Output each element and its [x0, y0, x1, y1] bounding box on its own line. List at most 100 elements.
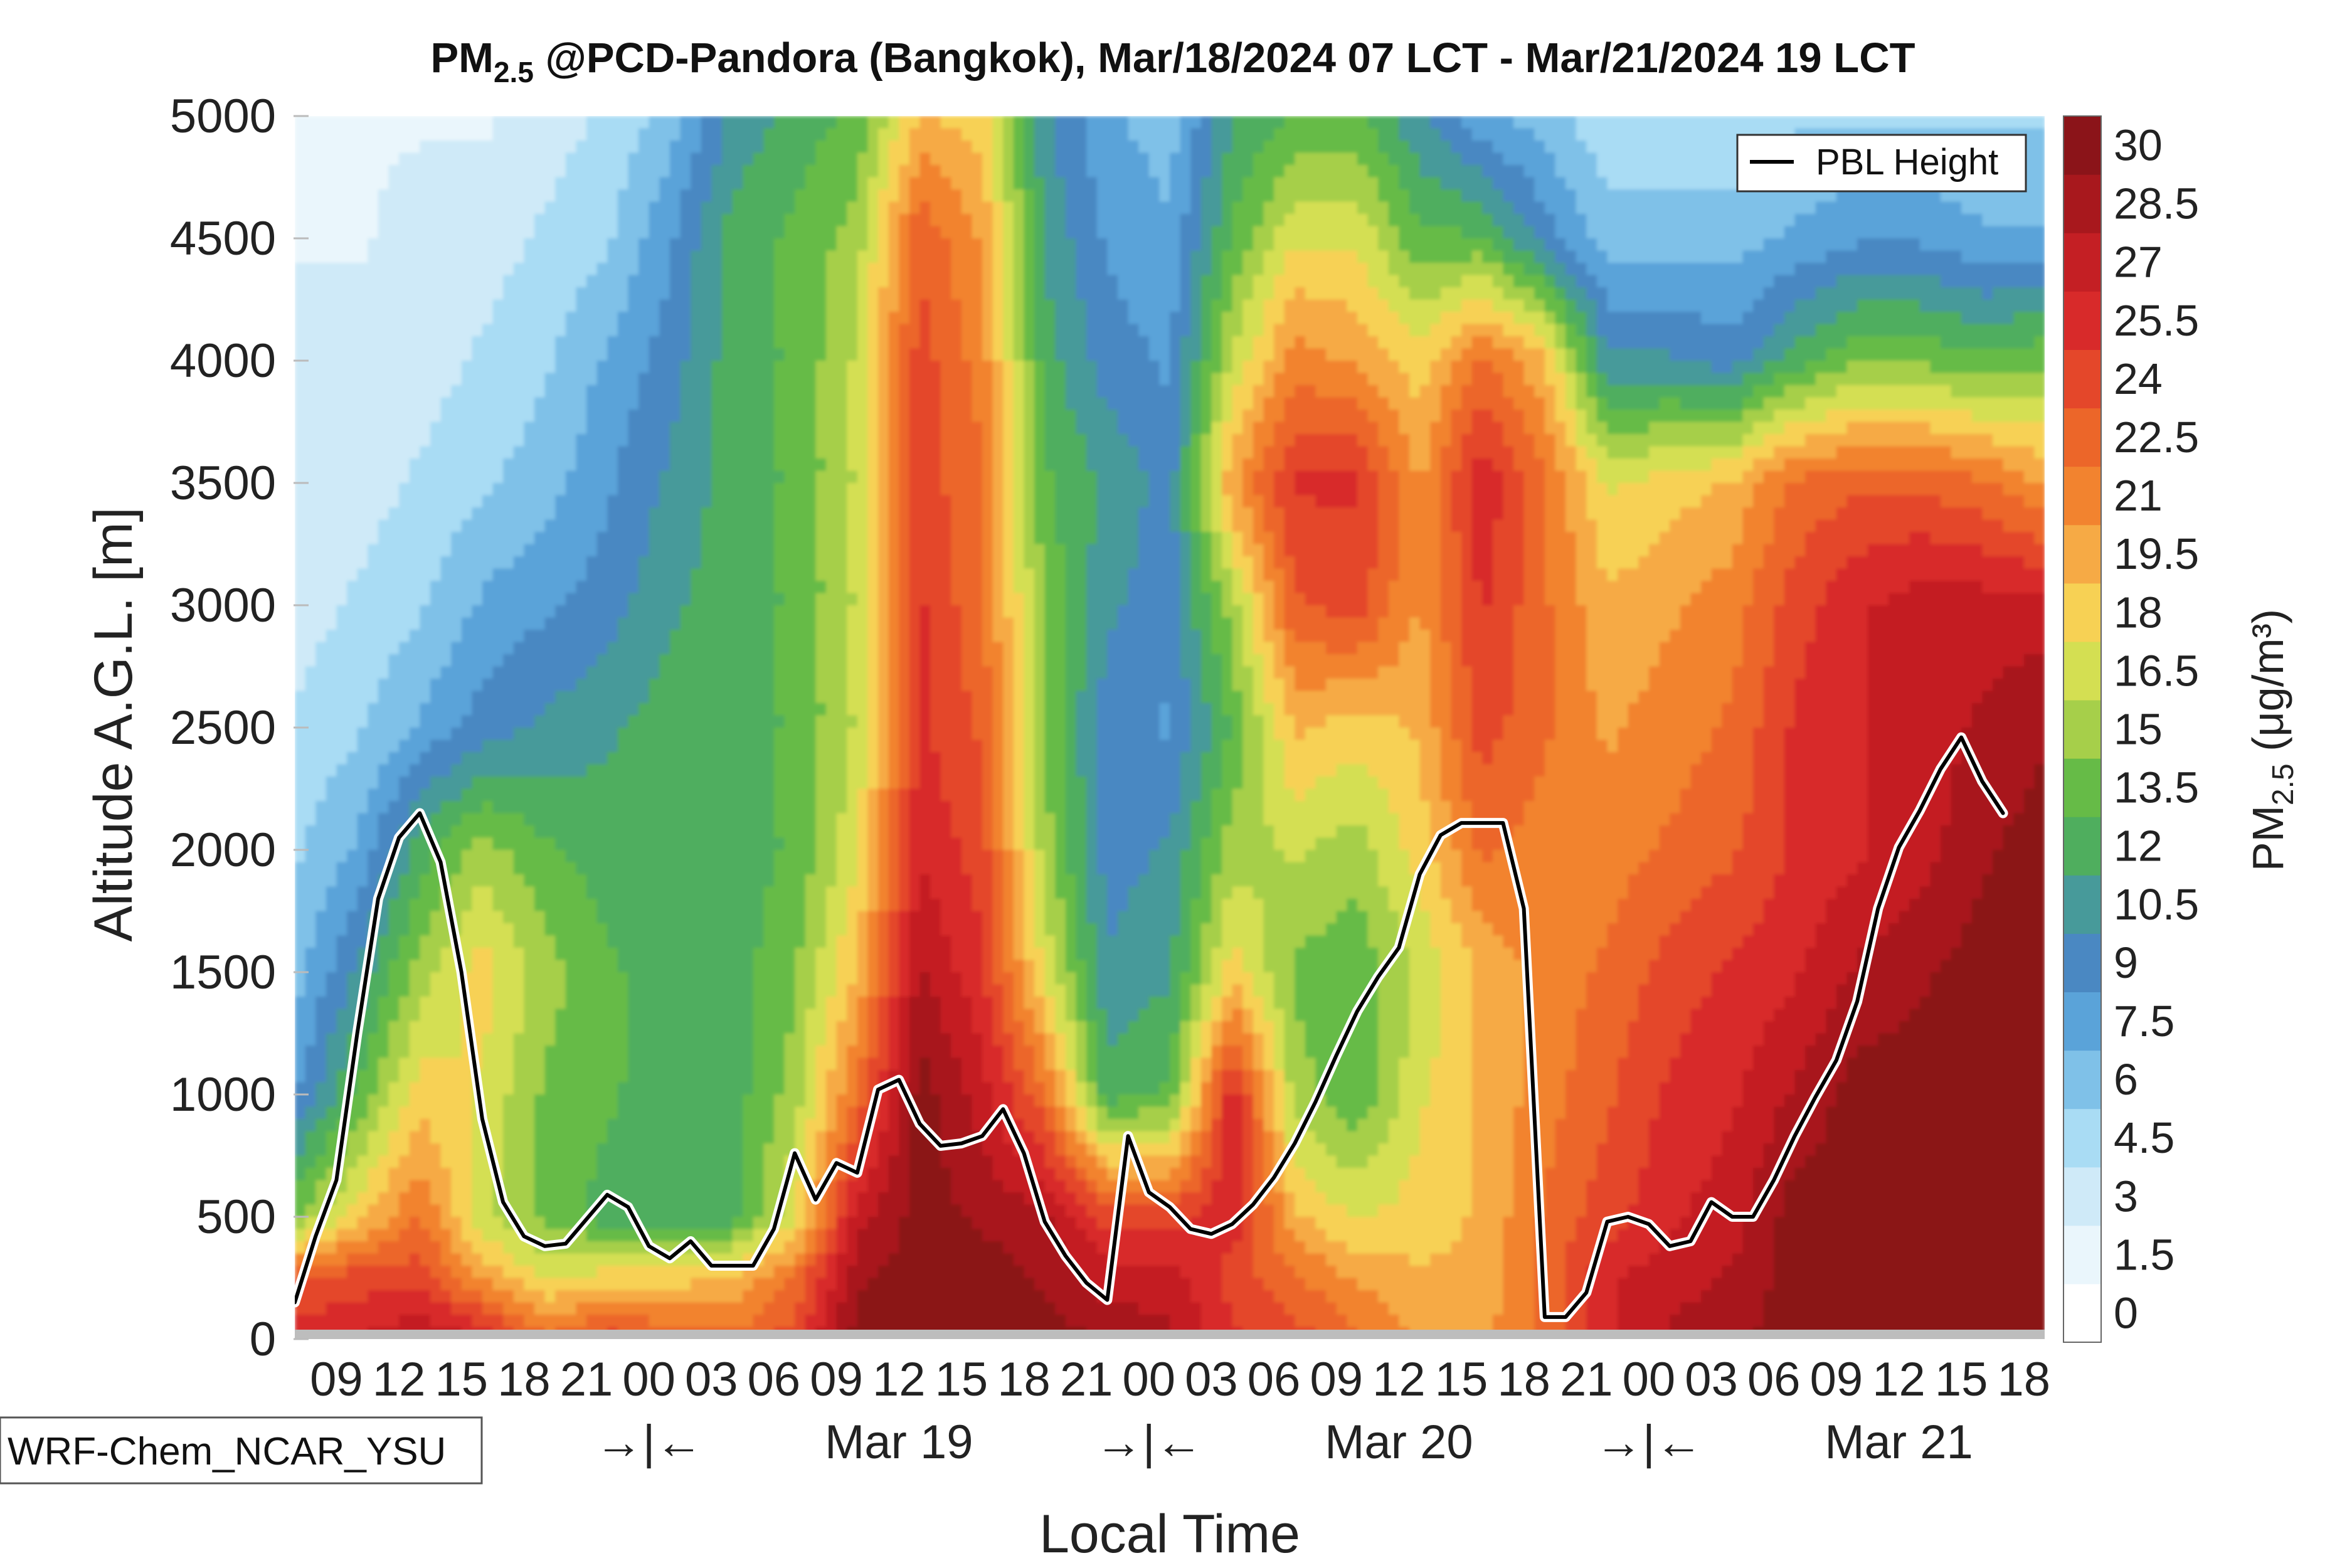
heatmap-cell — [347, 140, 358, 154]
heatmap-cell — [1055, 470, 1066, 484]
heatmap-cell — [1482, 140, 1493, 154]
heatmap-cell — [596, 434, 608, 447]
heatmap-cell — [1909, 116, 1920, 129]
heatmap-cell — [1274, 312, 1285, 325]
heatmap-cell — [1899, 238, 1910, 252]
heatmap-cell — [1430, 263, 1441, 276]
heatmap-cell — [1482, 336, 1493, 349]
heatmap-cell — [1336, 201, 1348, 215]
heatmap-cell — [951, 152, 962, 166]
heatmap-cell — [1482, 299, 1493, 312]
heatmap-cell — [940, 250, 952, 263]
heatmap-cell — [711, 336, 723, 349]
heatmap-cell — [1482, 410, 1493, 423]
heatmap-cell — [649, 421, 660, 435]
heatmap-cell — [649, 226, 660, 239]
heatmap-cell — [1284, 189, 1296, 203]
heatmap-cell — [1971, 312, 1983, 325]
heatmap-cell — [1951, 348, 1962, 361]
heatmap-cell — [1513, 410, 1525, 423]
heatmap-cell — [399, 165, 410, 178]
heatmap-cell — [992, 397, 1004, 410]
heatmap-cell — [1284, 287, 1296, 300]
heatmap-cell — [1513, 165, 1525, 178]
heatmap-cell — [430, 214, 442, 227]
heatmap-cell — [1180, 397, 1192, 410]
heatmap-cell — [1055, 189, 1066, 203]
heatmap-cell — [1076, 152, 1087, 166]
heatmap-cell — [1722, 421, 1733, 435]
heatmap-cell — [961, 348, 973, 361]
heatmap-cell — [513, 177, 525, 190]
heatmap-cell — [691, 361, 702, 374]
heatmap-cell — [1555, 434, 1566, 447]
heatmap-cell — [909, 410, 921, 423]
heatmap-cell — [1919, 189, 1931, 203]
heatmap-cell — [347, 299, 358, 312]
heatmap-cell — [378, 410, 389, 423]
heatmap-cell — [1096, 165, 1108, 178]
heatmap-cell — [1055, 152, 1066, 166]
heatmap-cell — [1951, 458, 1962, 472]
heatmap-cell — [1899, 263, 1910, 276]
heatmap-cell — [659, 324, 670, 337]
heatmap-cell — [899, 165, 910, 178]
heatmap-cell — [1388, 446, 1400, 459]
heatmap-cell — [1034, 348, 1046, 361]
heatmap-cell — [336, 348, 347, 361]
heatmap-cell — [1523, 177, 1535, 190]
heatmap-cell — [617, 373, 629, 386]
heatmap-cell — [1065, 299, 1077, 312]
heatmap-cell — [440, 410, 452, 423]
heatmap-cell — [1992, 385, 2004, 398]
heatmap-cell — [1388, 348, 1400, 361]
heatmap-cell — [451, 152, 462, 166]
heatmap-cell — [1128, 128, 1139, 141]
heatmap-cell — [899, 287, 910, 300]
heatmap-cell — [628, 434, 639, 447]
heatmap-cell — [961, 361, 973, 374]
heatmap-cell — [940, 446, 952, 459]
heatmap-cell — [899, 299, 910, 312]
heatmap-cell — [1826, 263, 1837, 276]
heatmap-cell — [1253, 397, 1264, 410]
heatmap-cell — [825, 275, 837, 288]
heatmap-cell — [753, 470, 765, 484]
heatmap-cell — [1034, 312, 1046, 325]
heatmap-cell — [732, 263, 743, 276]
heatmap-cell — [1763, 397, 1775, 410]
heatmap-cell — [638, 434, 650, 447]
heatmap-cell — [1628, 238, 1640, 252]
heatmap-cell — [1784, 385, 1796, 398]
heatmap-cell — [399, 214, 410, 227]
heatmap-cell — [711, 152, 723, 166]
heatmap-cell — [732, 421, 743, 435]
heatmap-cell — [565, 312, 577, 325]
heatmap-cell — [659, 336, 670, 349]
heatmap-cell — [1107, 421, 1118, 435]
heatmap-cell — [315, 458, 327, 472]
heatmap-cell — [1357, 201, 1369, 215]
heatmap-cell — [1596, 385, 1608, 398]
heatmap-cell — [2034, 152, 2045, 166]
heatmap-cell — [701, 238, 712, 252]
heatmap-cell — [472, 263, 483, 276]
heatmap-cell — [669, 434, 681, 447]
heatmap-cell — [795, 214, 806, 227]
heatmap-cell — [836, 299, 847, 312]
heatmap-cell — [1013, 470, 1025, 484]
heatmap-cell — [1326, 434, 1337, 447]
heatmap-cell — [1295, 312, 1306, 325]
heatmap-cell — [1565, 140, 1577, 154]
heatmap-cell — [1044, 361, 1056, 374]
heatmap-cell — [1523, 421, 1535, 435]
heatmap-cell — [1180, 263, 1192, 276]
heatmap-cell — [596, 226, 608, 239]
heatmap-cell — [1336, 275, 1348, 288]
heatmap-cell — [576, 177, 587, 190]
heatmap-cell — [1534, 470, 1545, 484]
heatmap-cell — [1013, 312, 1025, 325]
heatmap-cell — [1555, 238, 1566, 252]
heatmap-cell — [1607, 446, 1618, 459]
heatmap-cell — [1940, 336, 1952, 349]
